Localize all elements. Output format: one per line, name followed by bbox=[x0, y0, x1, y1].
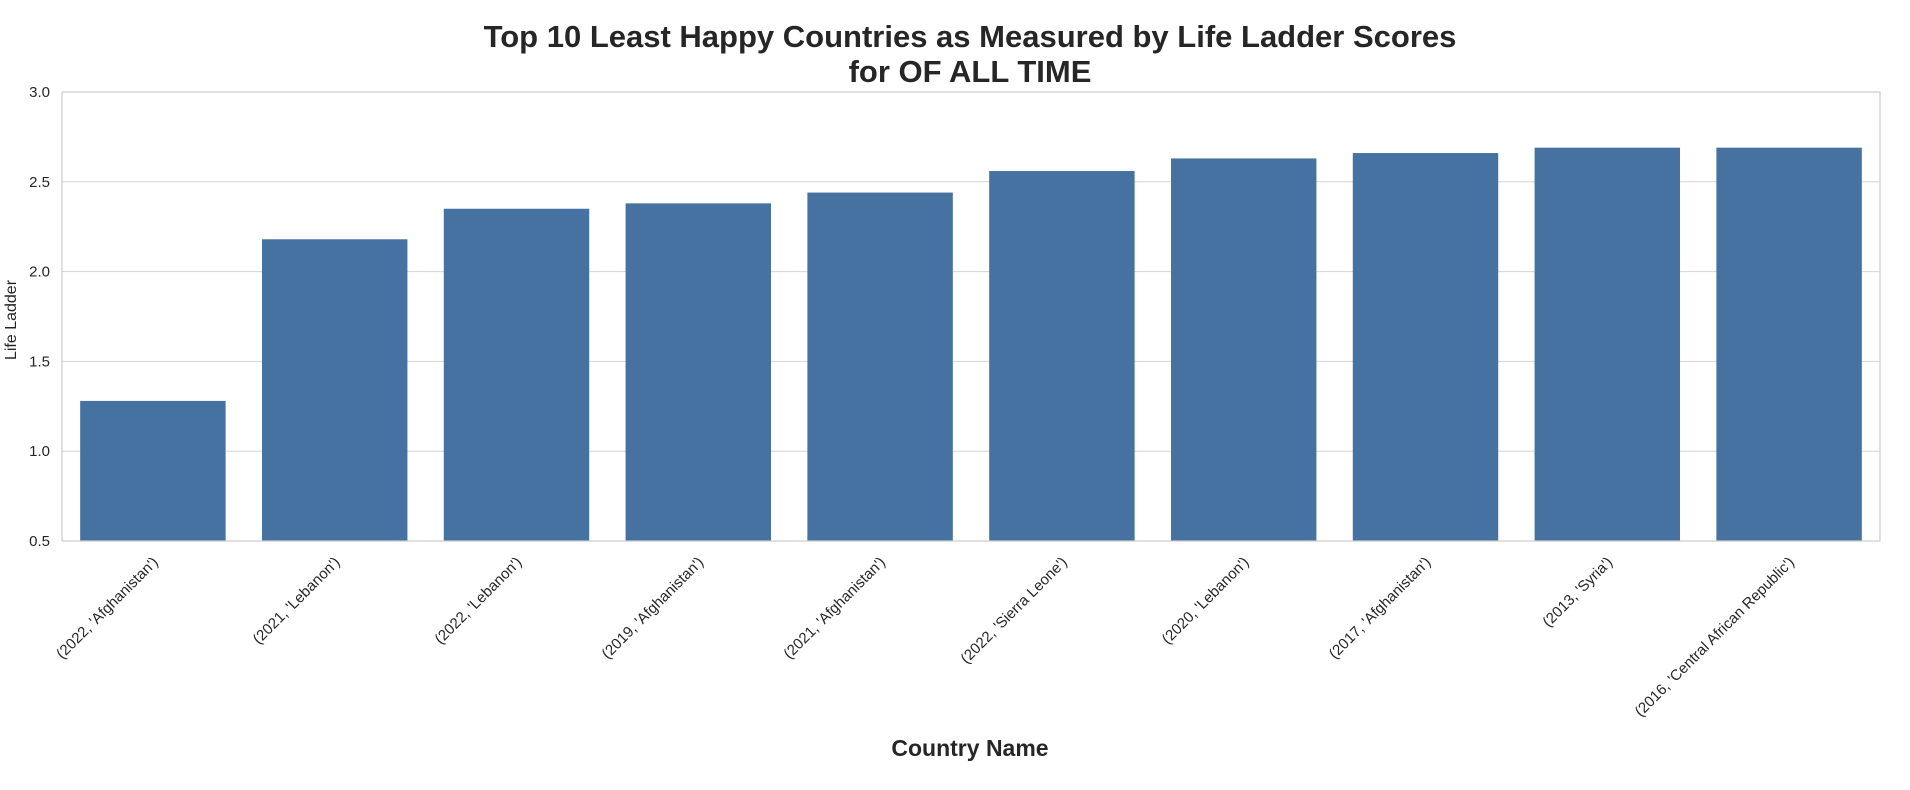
chart-title-line1: Top 10 Least Happy Countries as Measured… bbox=[484, 19, 1457, 54]
x-tick-label: (2013, 'Syria') bbox=[1539, 554, 1616, 631]
y-tick-label: 2.5 bbox=[29, 174, 50, 191]
x-axis-ticks: (2022, 'Afghanistan') (2021, 'Lebanon') (2… bbox=[53, 554, 1798, 720]
x-tick-label: (2022, 'Lebanon') bbox=[431, 554, 525, 648]
bar bbox=[1716, 147, 1862, 541]
x-tick-label: (2021, 'Lebanon') bbox=[250, 554, 344, 648]
plot-frame bbox=[61, 91, 1881, 542]
y-axis-label: Life Ladder bbox=[3, 279, 20, 360]
y-tick-label: 1.0 bbox=[29, 443, 50, 460]
y-tick-label: 1.5 bbox=[29, 353, 50, 370]
x-tick-label: (2021, 'Afghanistan') bbox=[780, 554, 889, 663]
bar bbox=[1534, 147, 1681, 541]
x-tick-label: (2019, 'Afghanistan') bbox=[598, 554, 707, 663]
bar bbox=[1352, 153, 1499, 541]
y-tick-label: 3.0 bbox=[29, 84, 50, 101]
x-tick-label: (2022, 'Sierra Leone') bbox=[957, 554, 1070, 667]
y-axis-ticks: 0.5 1.0 1.5 2.0 2.5 3.0 bbox=[29, 84, 50, 550]
chart-title-line2: for OF ALL TIME bbox=[849, 54, 1092, 89]
y-tick-label: 0.5 bbox=[29, 533, 50, 550]
bar bbox=[443, 208, 590, 542]
bar bbox=[989, 171, 1135, 542]
x-tick-label: (2017, 'Afghanistan') bbox=[1326, 554, 1435, 663]
bar bbox=[807, 192, 953, 542]
x-tick-label: (2022, 'Afghanistan') bbox=[53, 554, 162, 663]
bars bbox=[80, 147, 1862, 542]
bar bbox=[80, 400, 226, 541]
x-tick-label: (2020, 'Lebanon') bbox=[1159, 554, 1253, 648]
y-tick-label: 2.0 bbox=[29, 264, 50, 281]
bar bbox=[625, 203, 772, 542]
bar bbox=[261, 239, 408, 541]
x-axis-label: Country Name bbox=[891, 735, 1048, 761]
x-tick-label: (2016, 'Central African Republic') bbox=[1632, 554, 1798, 720]
bar bbox=[1170, 158, 1317, 541]
